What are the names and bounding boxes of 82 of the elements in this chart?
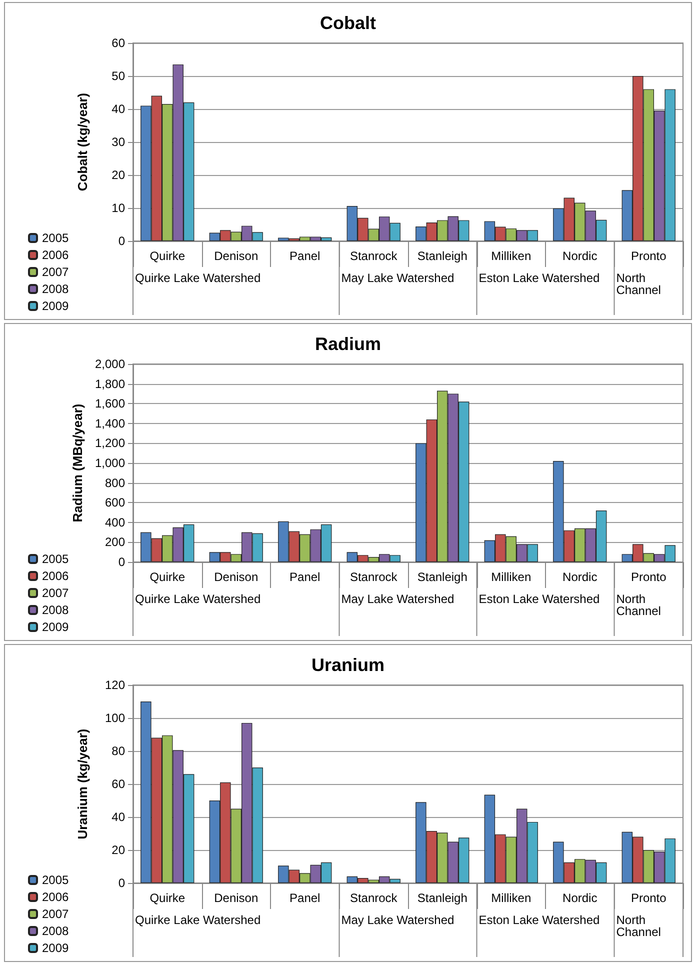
x-tick-label: Pronto — [630, 249, 667, 263]
legend-label: 2009 — [42, 299, 70, 313]
x-tick-label: Nordic — [562, 891, 598, 905]
x-tick-label: Pronto — [630, 891, 667, 905]
text: May Lake Watershed — [341, 271, 454, 285]
x-tick-label: Stanrock — [350, 249, 398, 263]
legend-label: 2009 — [42, 941, 70, 955]
text: Eston Lake Watershed — [478, 592, 600, 606]
x-tick-label: Nordic — [562, 249, 598, 263]
x-tick-label: Stanleigh — [417, 891, 468, 905]
y-tick-label: 100 — [104, 711, 126, 725]
x-tick-label: Milliken — [491, 570, 532, 584]
legend-label: 2005 — [42, 552, 70, 566]
y-tick-label: 0 — [118, 234, 126, 248]
y-tick-label: 30 — [112, 135, 126, 149]
text: North Channel — [616, 592, 661, 618]
legend-label: 2006 — [42, 248, 70, 262]
x-tick-label: Panel — [290, 891, 320, 905]
legend-label: 2007 — [42, 265, 70, 279]
y-tick-label: 20 — [112, 168, 126, 182]
y-tick-label: 10 — [112, 201, 126, 215]
x-tick-label: Stanrock — [350, 570, 398, 584]
x-tick-label: Panel — [290, 249, 320, 263]
legend-label: 2007 — [42, 586, 70, 600]
legend-label: 2007 — [42, 907, 70, 921]
y-tick-label: 120 — [104, 678, 126, 692]
y-axis-title: Cobalt (kg/year) — [75, 92, 90, 192]
legend-label: 2005 — [42, 873, 70, 887]
x-tick-label: Denison — [214, 570, 258, 584]
y-tick-label: 0 — [118, 555, 126, 569]
chart-title: Radium — [314, 334, 382, 354]
x-tick-label: Stanleigh — [417, 570, 468, 584]
x-tick-label: Pronto — [630, 570, 667, 584]
text: Eston Lake Watershed — [478, 913, 600, 927]
chart-title: Cobalt — [320, 13, 376, 33]
legend-label: 2006 — [42, 569, 70, 583]
y-tick-label: 40 — [112, 810, 126, 824]
x-tick-label: Milliken — [491, 891, 532, 905]
x-tick-label: Quirke — [150, 570, 186, 584]
x-tick-label: Stanrock — [350, 891, 398, 905]
text: May Lake Watershed — [341, 592, 454, 606]
y-tick-label: 1,400 — [94, 416, 126, 430]
y-tick-label: 600 — [104, 496, 126, 510]
y-tick-label: 1,000 — [94, 456, 126, 470]
y-tick-label: 1,800 — [94, 376, 126, 391]
x-tick-label: Denison — [214, 249, 258, 263]
legend-label: 2005 — [42, 231, 70, 245]
text: North Channel — [616, 271, 661, 297]
legend-label: 2008 — [42, 924, 70, 938]
text: Quirke Lake Watershed — [135, 913, 261, 927]
y-axis-title: Uranium (kg/year) — [75, 728, 90, 840]
x-tick-label: Quirke — [150, 891, 186, 905]
y-axis-title: Radium (MBq/year) — [70, 404, 86, 522]
text: Quirke Lake Watershed — [135, 592, 261, 606]
y-tick-label: 40 — [112, 102, 126, 116]
legend-label: 2009 — [42, 620, 70, 634]
x-tick-label: Panel — [290, 570, 320, 584]
chart-title: Uranium — [311, 655, 385, 675]
y-tick-label: 2,000 — [94, 357, 126, 371]
y-tick-label: 800 — [104, 476, 126, 490]
x-tick-label: Stanleigh — [417, 249, 468, 263]
legend-label: 2006 — [42, 890, 70, 904]
text: North Channel — [616, 913, 661, 939]
y-tick-label: 1,200 — [94, 436, 126, 450]
x-tick-label: Denison — [214, 891, 258, 905]
y-tick-label: 80 — [112, 744, 126, 758]
y-tick-label: 400 — [104, 515, 126, 530]
y-tick-label: 0 — [118, 876, 126, 890]
y-tick-label: 200 — [104, 535, 126, 550]
y-tick-label: 60 — [112, 777, 126, 791]
y-tick-label: 20 — [112, 843, 126, 857]
x-tick-label: Quirke — [150, 249, 186, 263]
y-tick-label: 60 — [112, 36, 126, 50]
legend-label: 2008 — [42, 282, 70, 296]
legend-label: 2008 — [42, 603, 70, 617]
text: May Lake Watershed — [341, 913, 454, 927]
y-tick-label: 50 — [112, 69, 126, 83]
text: Quirke Lake Watershed — [135, 271, 261, 285]
y-tick-label: 1,600 — [94, 396, 126, 411]
x-tick-label: Nordic — [562, 570, 598, 584]
x-tick-label: Milliken — [491, 249, 532, 263]
text: Eston Lake Watershed — [478, 271, 600, 285]
